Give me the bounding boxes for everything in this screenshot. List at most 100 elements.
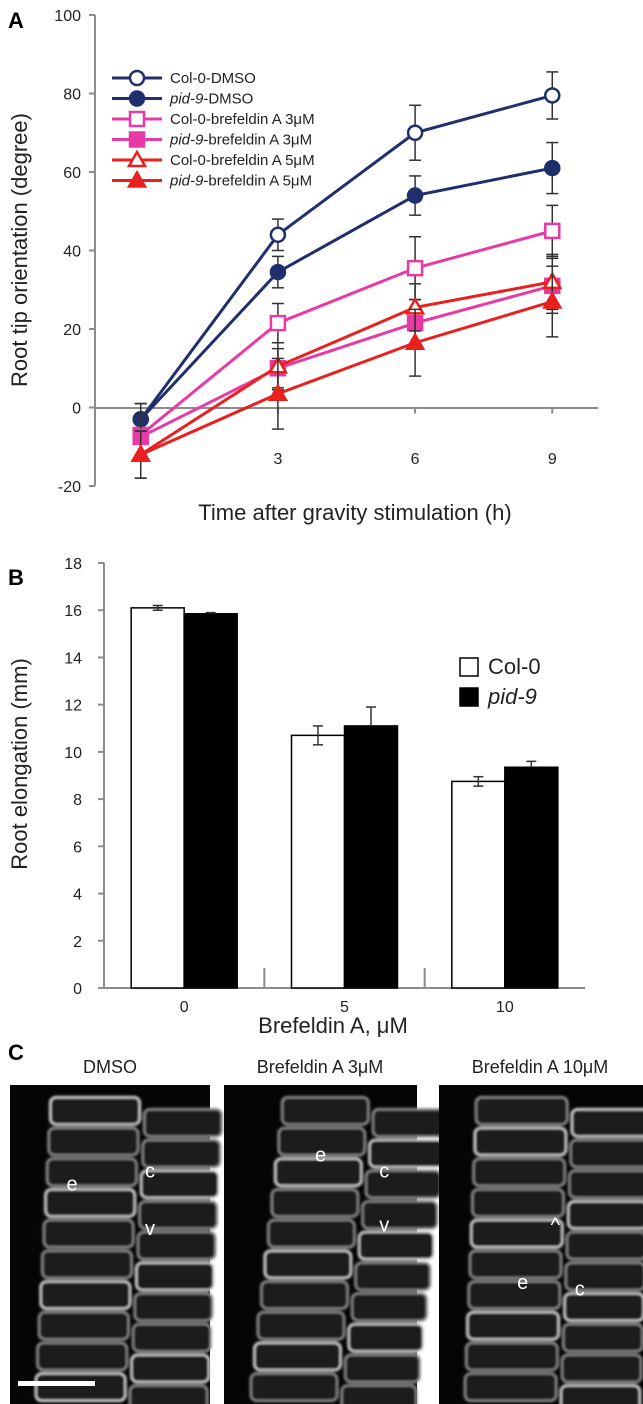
series-line [140, 300, 553, 456]
line-chart-root-orientation: Root tip orientation (degree) Time after… [7, 8, 598, 525]
cell [263, 1249, 353, 1280]
legend-marker [128, 69, 146, 87]
legend-treatment: -brefeldin A 5μM [206, 152, 315, 169]
y-tick-label: 100 [54, 8, 81, 25]
cell [468, 1249, 563, 1280]
micrograph-dmso: e c v [10, 1085, 223, 1404]
cell [561, 1322, 643, 1353]
cell [340, 1384, 418, 1404]
bar [343, 725, 399, 989]
cell-walls [249, 1096, 449, 1404]
cell [270, 1188, 360, 1218]
legend-swatch [459, 687, 479, 707]
cell-walls [463, 1096, 643, 1404]
cell [471, 1188, 565, 1218]
legend-swatch [459, 657, 479, 677]
y-tick-label: 40 [63, 244, 81, 261]
cell [563, 1292, 643, 1322]
cell-label: v [379, 1215, 389, 1237]
cell [559, 1384, 642, 1404]
legend-marker [128, 110, 146, 128]
cell [364, 1169, 442, 1200]
cell [564, 1261, 643, 1292]
legend-genotype: pid-9 [169, 91, 204, 108]
y-tick-label: 18 [64, 556, 82, 573]
cell [133, 1292, 214, 1322]
cell [130, 1353, 211, 1384]
series-line [139, 166, 553, 421]
cell-label: v [145, 1218, 155, 1240]
data-point [269, 263, 287, 281]
data-point [130, 444, 151, 462]
series-5 [130, 253, 563, 479]
x-axis-title-b: Brefeldin A, μM [258, 1013, 408, 1038]
panel-label-c: C [8, 1040, 24, 1065]
cell [472, 1157, 567, 1188]
micrograph-panel: DMSO Brefeldin A 3μM Brefeldin A 10μM e c… [10, 1057, 643, 1404]
legend-treatment: -DMSO [206, 70, 256, 87]
cell [136, 1230, 217, 1261]
bar [451, 780, 506, 989]
data-point [267, 383, 289, 402]
x-tick-label: 10 [496, 999, 514, 1016]
cell [371, 1108, 449, 1138]
cell [466, 1310, 560, 1341]
cell [256, 1310, 346, 1341]
micrograph-title-3: Brefeldin A 10μM [472, 1057, 608, 1077]
cell-label: e [315, 1145, 326, 1167]
legend-label: pid-9 [487, 684, 537, 709]
cell [565, 1230, 643, 1261]
x-tick-label: 0 [180, 999, 189, 1016]
bar [183, 613, 238, 989]
legend-marker [126, 149, 148, 168]
series-line [139, 94, 553, 421]
cell [249, 1372, 339, 1403]
bar-chart-root-elongation: Root elongation (mm) Brefeldin A, μM 0 2 4… [7, 556, 585, 1038]
y-axis-title-a: Root tip orientation (degree) [7, 113, 32, 387]
y-axis-title-b: Root elongation (mm) [7, 658, 32, 870]
x-tick-label: 3 [273, 451, 282, 468]
legend-marker [128, 90, 146, 107]
cell [36, 1341, 129, 1372]
y-tick-label: 2 [73, 934, 82, 951]
y-tick-label: 16 [64, 603, 82, 620]
cell [357, 1230, 435, 1261]
cell [138, 1200, 219, 1230]
cell [253, 1341, 342, 1372]
micrograph-brefeldin-3um: e c v [224, 1085, 449, 1404]
data-point [406, 259, 424, 277]
bar [290, 734, 346, 989]
data-point [542, 291, 563, 309]
bar [504, 766, 559, 989]
cell-label: c [145, 1161, 155, 1183]
cell [45, 1157, 138, 1188]
legend-label: pid-9-brefeldin A 3μM [169, 132, 312, 149]
cell [343, 1353, 422, 1384]
cell [467, 1280, 562, 1310]
legend-label: pid-9-brefeldin A 5μM [169, 173, 312, 190]
micrograph-brefeldin-10um: ^ e c [439, 1085, 643, 1404]
cell-walls [34, 1096, 223, 1404]
cell [47, 1126, 140, 1157]
cell [474, 1096, 569, 1126]
cell [267, 1218, 356, 1249]
legend-marker [126, 169, 148, 188]
series-line [139, 280, 553, 456]
legend-genotype: Col-0 [170, 152, 206, 169]
legend-label: Col-0 [488, 654, 541, 679]
panel-label-b: B [8, 565, 24, 590]
cell [141, 1138, 222, 1169]
x-tick-label: 5 [340, 999, 349, 1016]
cell [131, 1322, 212, 1353]
panel-label-a: A [8, 8, 24, 33]
legend-label: pid-9-DMSO [169, 91, 253, 108]
y-tick-label: 0 [72, 401, 81, 418]
x-tick-label: 9 [548, 451, 557, 468]
cell [560, 1353, 643, 1384]
cell [347, 1322, 425, 1353]
cell [44, 1188, 137, 1218]
cell [463, 1372, 558, 1403]
y-tick-label: 4 [73, 887, 82, 904]
cell [361, 1200, 439, 1230]
cell [277, 1126, 367, 1157]
